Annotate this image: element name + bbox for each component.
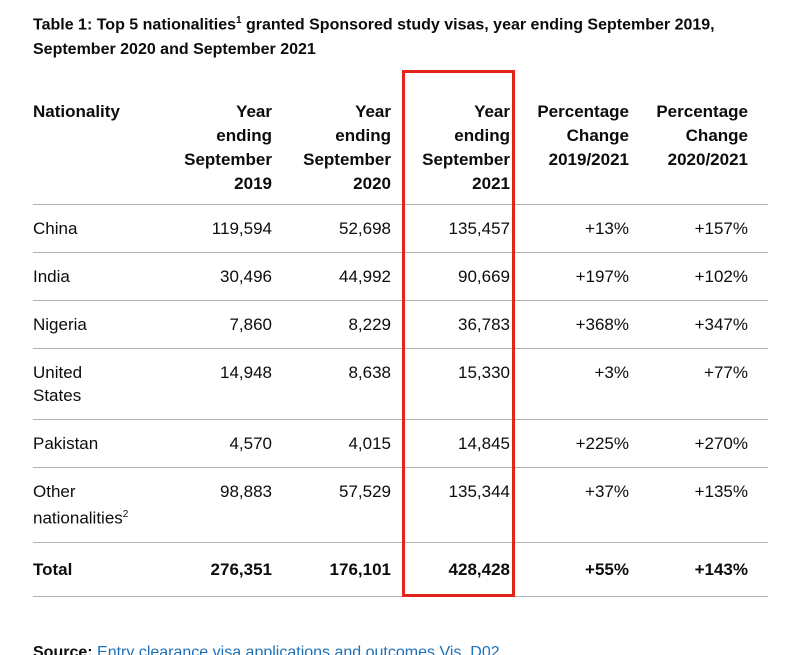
cell-value: 98,883 [173, 467, 292, 543]
header-year-ending-2020: Year ending September 2020 [292, 88, 411, 205]
cell-value: +135% [649, 467, 768, 543]
header-year-ending-2019: Year ending September 2019 [173, 88, 292, 205]
cell-value: 36,783 [411, 300, 530, 349]
footnote-marker: 2 [122, 509, 129, 520]
cell-value: 4,570 [173, 419, 292, 468]
header-pct-change-2019-2021: Percentage Change 2019/2021 [530, 88, 649, 205]
table-title: Table 1: Top 5 nationalities1 granted Sp… [33, 8, 715, 62]
cell-value: +3% [530, 348, 649, 420]
cell-value: 15,330 [411, 348, 530, 420]
cell-value: 14,845 [411, 419, 530, 468]
total-value: +55% [530, 542, 649, 597]
cell-value: 8,229 [292, 300, 411, 349]
cell-nationality: United States [33, 348, 173, 420]
cell-nationality: Other nationalities2 [33, 467, 173, 543]
source-label: Source: [33, 644, 93, 655]
header-row: Nationality Year ending September 2019 Y… [33, 88, 768, 205]
cell-value: 7,860 [173, 300, 292, 349]
cell-value: 90,669 [411, 252, 530, 301]
header-nationality: Nationality [33, 88, 173, 205]
cell-value: +347% [649, 300, 768, 349]
table-row: United States 14,948 8,638 15,330 +3% +7… [33, 348, 768, 420]
cell-value: +225% [530, 419, 649, 468]
table-row: Nigeria 7,860 8,229 36,783 +368% +347% [33, 300, 768, 349]
cell-value: +368% [530, 300, 649, 349]
cell-nationality: Pakistan [33, 419, 173, 468]
total-label: Total [33, 542, 173, 597]
header-pct-change-2020-2021: Percentage Change 2020/2021 [649, 88, 768, 205]
cell-nationality: China [33, 204, 173, 253]
cell-value: +77% [649, 348, 768, 420]
table-title-text: Table 1: Top 5 nationalities [33, 16, 236, 34]
total-value: +143% [649, 542, 768, 597]
cell-value: 52,698 [292, 204, 411, 253]
cell-value: 44,992 [292, 252, 411, 301]
visas-table: Nationality Year ending September 2019 Y… [33, 88, 768, 597]
cell-value: 119,594 [173, 204, 292, 253]
cell-value: +270% [649, 419, 768, 468]
cell-nationality: India [33, 252, 173, 301]
cell-value: 57,529 [292, 467, 411, 543]
cell-value: +157% [649, 204, 768, 253]
title-footnote-marker: 1 [236, 15, 242, 26]
cell-value: 135,344 [411, 467, 530, 543]
table-row: Other nationalities2 98,883 57,529 135,3… [33, 467, 768, 543]
table-title-rest: granted Sponsored study visas, year endi… [33, 16, 715, 59]
cell-value: +102% [649, 252, 768, 301]
total-value: 176,101 [292, 542, 411, 597]
cell-value: 14,948 [173, 348, 292, 420]
source-link[interactable]: Entry clearance visa applications and ou… [97, 644, 500, 655]
cell-value: +197% [530, 252, 649, 301]
table-row: Pakistan 4,570 4,015 14,845 +225% +270% [33, 419, 768, 468]
total-value: 428,428 [411, 542, 530, 597]
cell-value: 8,638 [292, 348, 411, 420]
total-row: Total 276,351 176,101 428,428 +55% +143% [33, 542, 768, 597]
total-value: 276,351 [173, 542, 292, 597]
cell-nationality: Nigeria [33, 300, 173, 349]
cell-value: 4,015 [292, 419, 411, 468]
cell-value: +37% [530, 467, 649, 543]
table-row: India 30,496 44,992 90,669 +197% +102% [33, 252, 768, 301]
cell-value: 135,457 [411, 204, 530, 253]
table-row: China 119,594 52,698 135,457 +13% +157% [33, 204, 768, 253]
cell-value: +13% [530, 204, 649, 253]
cell-value: 30,496 [173, 252, 292, 301]
header-year-ending-2021: Year ending September 2021 [411, 88, 530, 205]
cell-nationality-text: Other nationalities [33, 482, 123, 528]
source: Source: Entry clearance visa application… [33, 642, 500, 655]
